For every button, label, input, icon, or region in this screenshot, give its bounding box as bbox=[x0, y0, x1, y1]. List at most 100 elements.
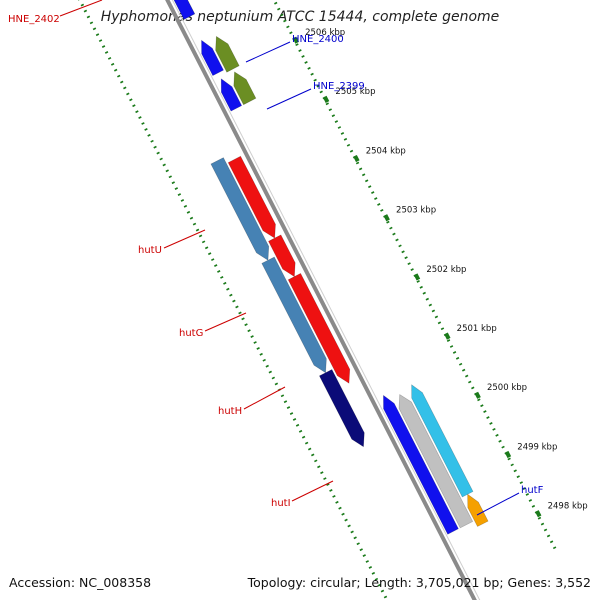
scale-dot bbox=[392, 232, 396, 236]
scale-major-tick bbox=[383, 214, 390, 222]
scale-dot bbox=[380, 589, 385, 593]
scale-major-tick bbox=[322, 95, 330, 103]
scale-dot bbox=[546, 534, 551, 538]
scale-dot bbox=[250, 335, 254, 338]
scale-dot bbox=[168, 175, 172, 179]
gene-label: hutU bbox=[138, 245, 162, 256]
scale-dot bbox=[540, 522, 545, 526]
map-title: Hyphomonas neptunium ATCC 15444, complet… bbox=[100, 9, 500, 25]
scale-dot bbox=[480, 404, 484, 408]
scale-dot bbox=[340, 131, 345, 135]
scale-dot bbox=[268, 370, 272, 374]
scale-dot bbox=[195, 228, 200, 232]
scale-dot bbox=[295, 43, 299, 47]
scale-dot bbox=[362, 554, 366, 557]
scale-major-tick bbox=[504, 450, 512, 459]
scale-dot bbox=[316, 84, 320, 88]
gene-arrow bbox=[467, 493, 489, 527]
scale-dot bbox=[298, 49, 302, 52]
scale-dot bbox=[446, 339, 451, 343]
scale-dot bbox=[516, 475, 520, 479]
scale-dot bbox=[214, 264, 218, 267]
scale-dot bbox=[311, 453, 315, 457]
scale-dot bbox=[407, 262, 411, 266]
gene-label: HNE_2399 bbox=[313, 81, 365, 92]
scale-dot bbox=[159, 157, 163, 161]
scale-dot bbox=[347, 524, 351, 528]
scale-dot bbox=[329, 489, 333, 492]
scale-dot bbox=[283, 400, 288, 404]
scale-dot bbox=[104, 51, 109, 54]
scale-label: 2498 kbp bbox=[548, 502, 588, 512]
scale-label: 2500 kbp bbox=[487, 383, 527, 393]
scale-major-tick bbox=[444, 332, 451, 340]
scale-dot bbox=[201, 240, 206, 244]
scale-dot bbox=[277, 7, 281, 11]
scale-dot bbox=[386, 220, 390, 224]
scale-dot bbox=[314, 459, 318, 463]
gene-arrow bbox=[411, 384, 474, 498]
scale-dot bbox=[525, 493, 530, 496]
scale-dot bbox=[135, 110, 139, 114]
scale-dot bbox=[332, 494, 336, 498]
scale-dot bbox=[468, 380, 472, 384]
scale-dot bbox=[265, 364, 269, 368]
scale-dot bbox=[334, 120, 339, 124]
gene-leader-line bbox=[291, 480, 334, 502]
scale-dot bbox=[389, 226, 393, 230]
scale-dot bbox=[177, 193, 182, 196]
scale-dot bbox=[304, 60, 308, 64]
scale-dot bbox=[331, 114, 336, 118]
gene-arrow bbox=[268, 234, 296, 278]
scale-dot bbox=[519, 481, 523, 485]
scale-dot bbox=[204, 246, 209, 250]
gene-arrow bbox=[383, 394, 459, 535]
scale-dot bbox=[501, 445, 505, 449]
scale-dot bbox=[431, 309, 436, 313]
scale-dot bbox=[141, 122, 145, 125]
scale-dot bbox=[483, 410, 487, 414]
scale-dot bbox=[531, 504, 536, 508]
scale-major-tick bbox=[474, 391, 481, 399]
scale-dot bbox=[113, 68, 118, 72]
scale-dot bbox=[144, 127, 148, 131]
scale-dot bbox=[380, 208, 384, 212]
scale-dot bbox=[317, 465, 321, 469]
gene-leader-line bbox=[243, 386, 286, 410]
scale-dot bbox=[307, 447, 312, 451]
gene-leader-line bbox=[245, 41, 291, 63]
accession-text: Accession: NC_008358 bbox=[9, 575, 152, 590]
scale-dot bbox=[455, 356, 460, 360]
gene-arrow bbox=[227, 155, 276, 239]
scale-dot bbox=[229, 293, 233, 297]
scale-dot bbox=[338, 506, 342, 510]
scale-dot bbox=[507, 457, 511, 461]
scale-dot bbox=[528, 498, 533, 502]
scale-dot bbox=[361, 173, 366, 177]
scale-dot bbox=[471, 386, 475, 390]
scale-dot bbox=[328, 108, 333, 112]
scale-dot bbox=[371, 191, 375, 195]
scale-dot bbox=[301, 435, 306, 439]
scale-dot bbox=[371, 571, 376, 575]
scale-label: 2501 kbp bbox=[457, 324, 497, 334]
scale-dot bbox=[156, 151, 160, 155]
scale-dot bbox=[319, 90, 323, 94]
scale-dot bbox=[434, 315, 439, 319]
scale-dot bbox=[341, 512, 345, 516]
scale-dot bbox=[150, 139, 154, 143]
scale-major-tick bbox=[535, 510, 542, 518]
backbone-layer bbox=[165, 0, 481, 600]
scale-dot bbox=[92, 27, 97, 31]
scale-dot bbox=[86, 15, 91, 19]
scale-dot bbox=[437, 321, 442, 325]
scale-dot bbox=[416, 279, 420, 283]
scale-dot bbox=[350, 530, 354, 534]
scale-dot bbox=[126, 92, 130, 96]
scale-dot bbox=[422, 291, 426, 295]
gene-label: HNE_2400 bbox=[292, 34, 344, 45]
scale-dot bbox=[492, 427, 496, 431]
scale-dot bbox=[304, 441, 309, 445]
scale-dot bbox=[464, 374, 469, 378]
